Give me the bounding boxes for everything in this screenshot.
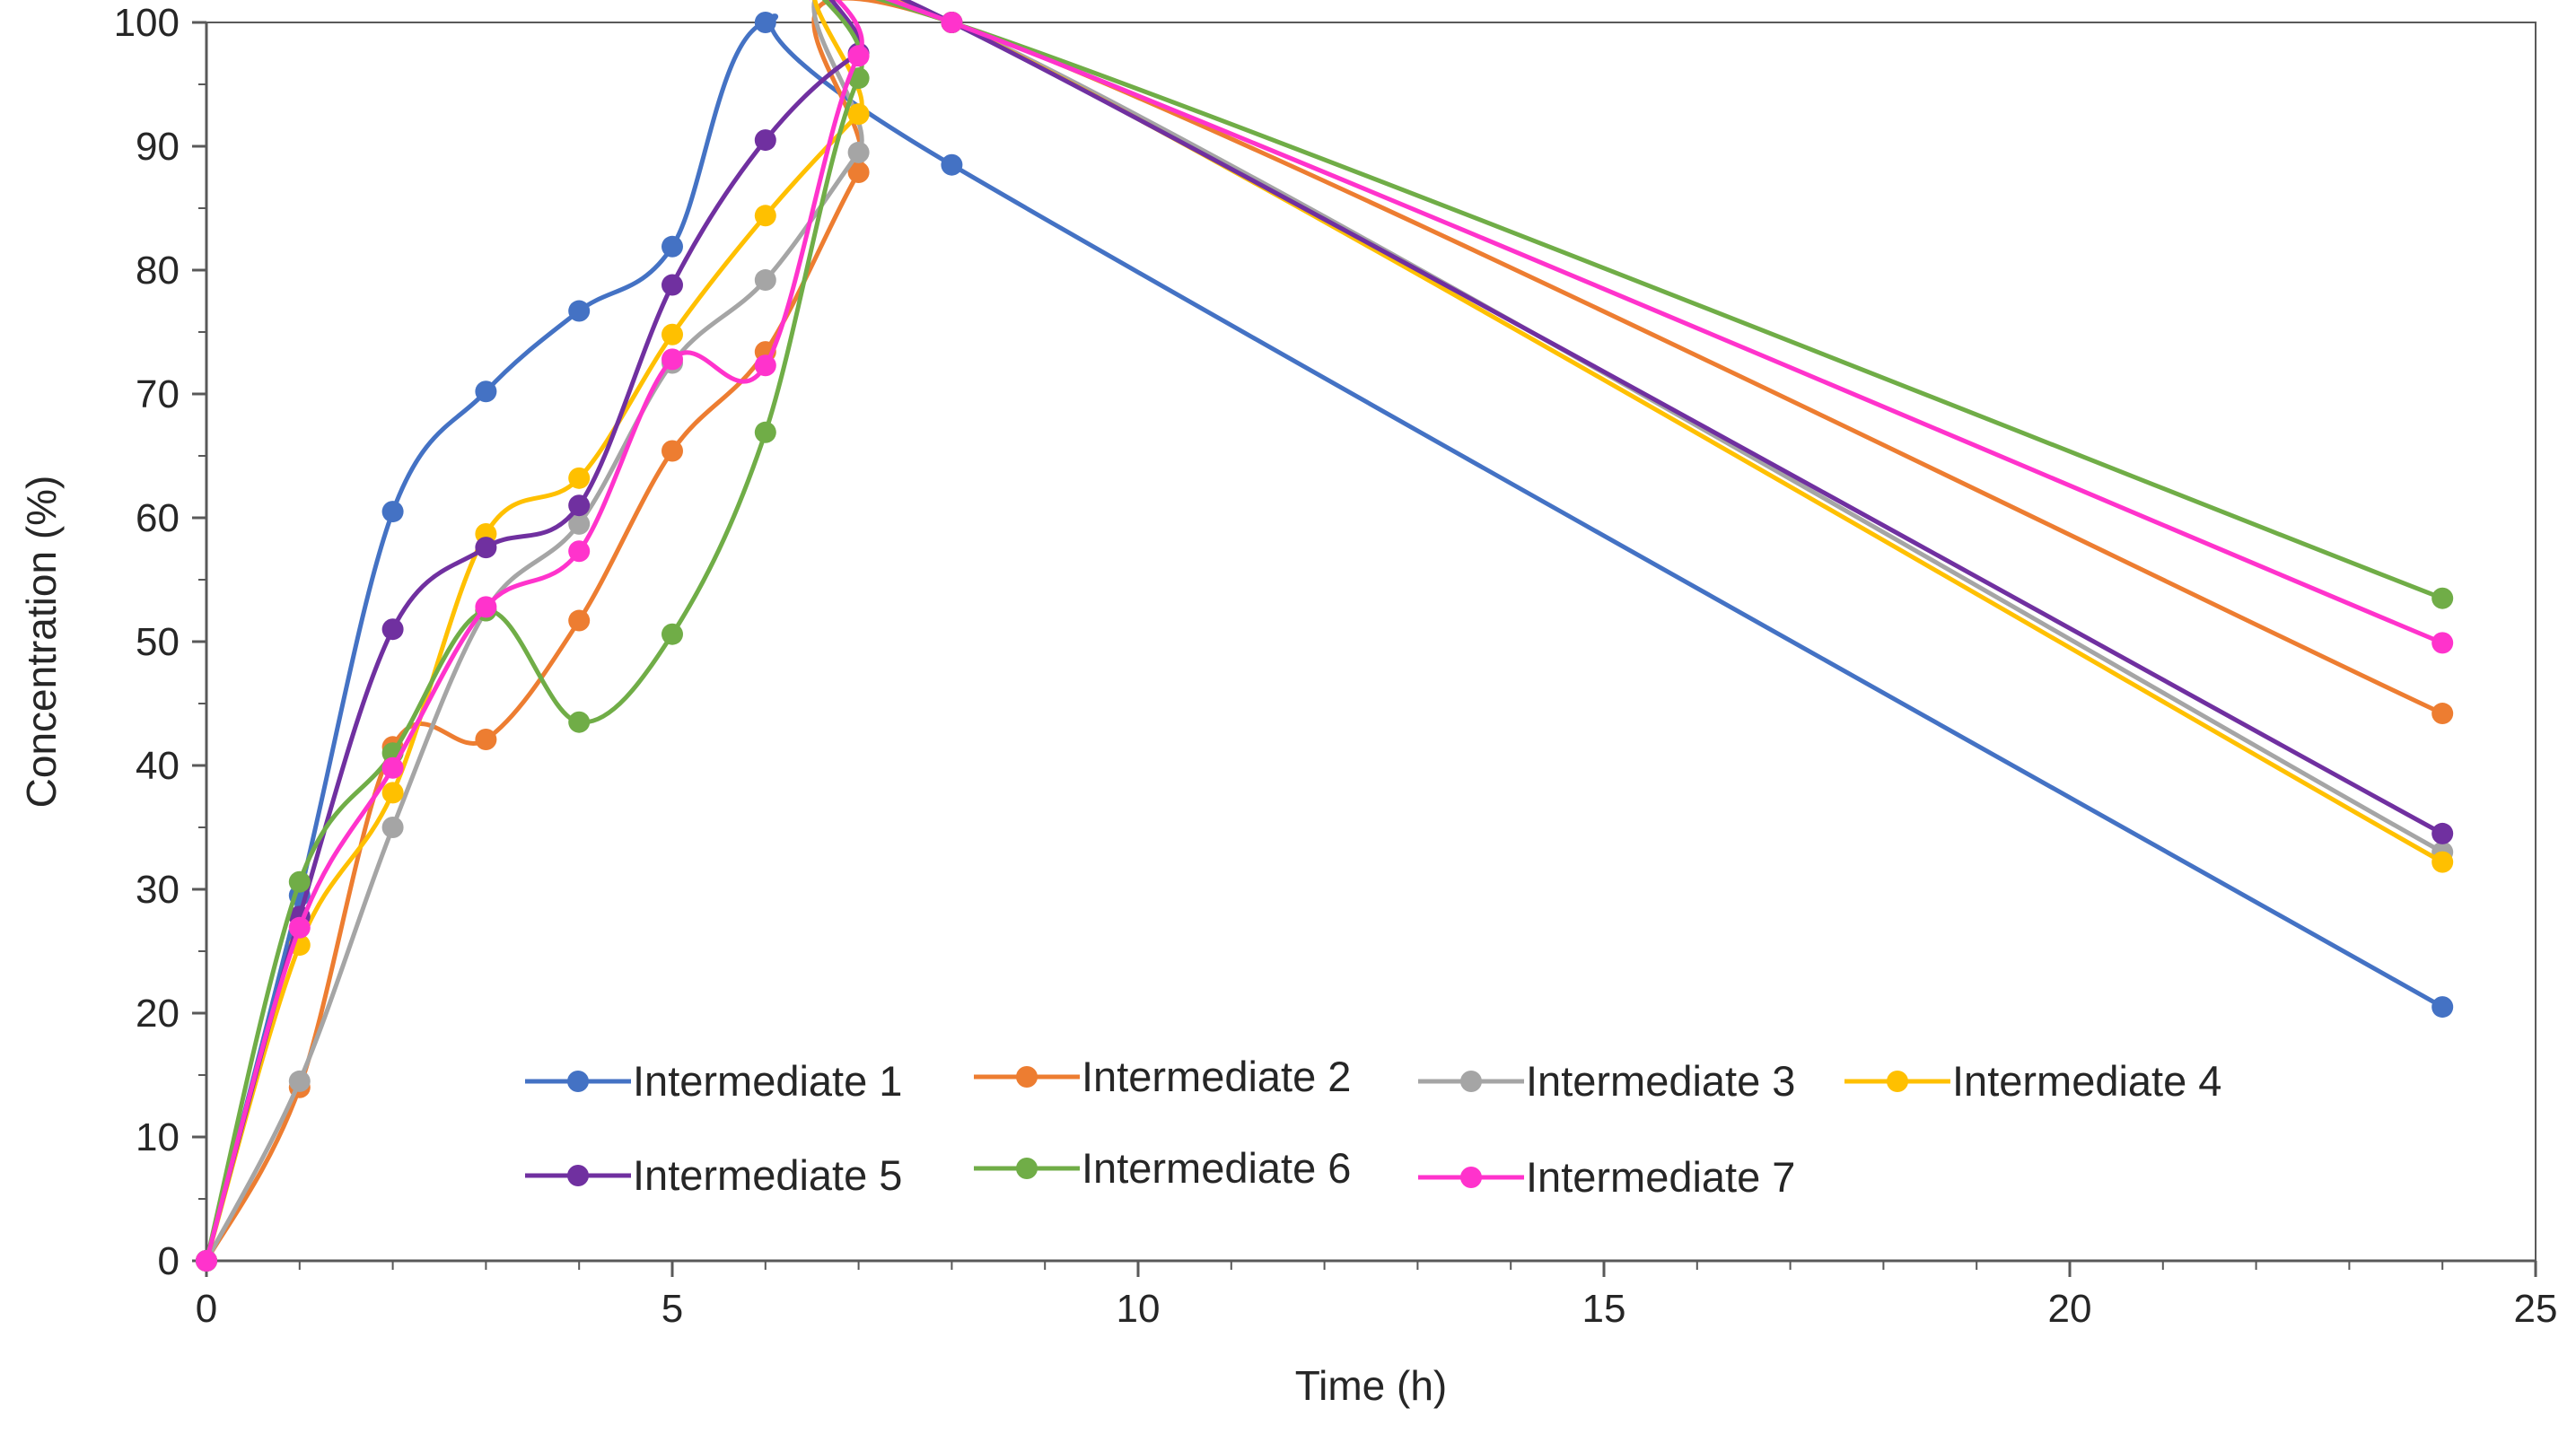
data-point	[288, 1070, 311, 1092]
legend-label: Intermediate 2	[1082, 1053, 1351, 1100]
data-point	[568, 609, 591, 632]
data-point	[381, 618, 404, 641]
y-tick-label: 50	[136, 620, 180, 664]
series-line	[204, 0, 2445, 1263]
legend-item: Intermediate 7	[1418, 1153, 1795, 1201]
legend-item: Intermediate 5	[525, 1151, 902, 1199]
legend-swatch-marker	[1016, 1066, 1038, 1088]
data-point	[662, 440, 683, 462]
x-tick-label: 25	[2514, 1287, 2558, 1331]
data-point	[2431, 851, 2454, 873]
legend-swatch-marker	[567, 1165, 589, 1186]
data-point	[754, 205, 776, 227]
data-point	[754, 421, 776, 443]
data-point	[2431, 996, 2454, 1019]
series-7	[196, 0, 2454, 1272]
legend-item: Intermediate 2	[974, 1053, 1351, 1100]
y-tick-label: 0	[158, 1239, 180, 1283]
legend-label: Intermediate 6	[1082, 1144, 1351, 1192]
data-point	[475, 537, 497, 559]
x-tick-label: 0	[196, 1287, 217, 1331]
y-tick-label: 60	[136, 496, 180, 540]
legend-swatch-marker	[1460, 1167, 1482, 1188]
legend-swatch-marker	[1016, 1158, 1038, 1179]
y-tick-label: 80	[136, 249, 180, 293]
y-tick-label: 70	[136, 372, 180, 416]
x-tick-label: 20	[2048, 1287, 2092, 1331]
data-point	[754, 129, 776, 152]
data-point	[662, 348, 683, 371]
data-point	[568, 467, 591, 489]
legend-item: Intermediate 6	[974, 1144, 1351, 1192]
y-tick-label: 10	[136, 1115, 180, 1159]
data-point	[941, 153, 963, 176]
data-point	[754, 269, 776, 292]
data-point	[568, 494, 591, 517]
data-point	[754, 354, 776, 377]
data-point	[475, 596, 497, 618]
data-point	[662, 274, 683, 296]
series-line	[204, 0, 2445, 1263]
legend: Intermediate 1 Intermediate 2 Intermediate…	[525, 1053, 2221, 1201]
data-point	[847, 103, 870, 126]
y-tick-label: 30	[136, 868, 180, 912]
data-point	[2431, 703, 2454, 725]
y-tick-label: 100	[114, 1, 180, 45]
data-point	[568, 512, 591, 535]
data-point	[568, 711, 591, 733]
data-point	[381, 756, 404, 779]
legend-label: Intermediate 3	[1526, 1057, 1795, 1105]
data-point	[847, 141, 870, 163]
x-tick-label: 15	[1582, 1287, 1626, 1331]
series-1	[196, 12, 2454, 1272]
legend-label: Intermediate 7	[1526, 1153, 1795, 1201]
data-point	[568, 300, 591, 322]
x-tick-label: 5	[662, 1287, 683, 1331]
y-tick-label: 20	[136, 992, 180, 1036]
data-point	[847, 45, 870, 67]
data-point	[941, 12, 963, 33]
x-axis-title: Time (h)	[1295, 1362, 1448, 1409]
data-point	[381, 782, 404, 804]
data-point	[196, 1250, 217, 1272]
y-tick-label: 90	[136, 125, 180, 169]
legend-item: Intermediate 4	[1844, 1057, 2221, 1105]
legend-label: Intermediate 5	[633, 1151, 902, 1199]
legend-swatch-marker	[1887, 1071, 1908, 1092]
legend-label: Intermediate 4	[1952, 1057, 2221, 1105]
legend-swatch-marker	[567, 1071, 589, 1092]
data-point	[754, 12, 776, 33]
series-line	[204, 0, 2445, 1263]
legend-swatch-marker	[1460, 1071, 1482, 1092]
data-point	[662, 323, 683, 345]
data-point	[381, 817, 404, 838]
series-group	[196, 0, 2454, 1272]
data-point	[2431, 587, 2454, 609]
data-point	[381, 501, 404, 523]
data-point	[475, 729, 497, 751]
series-line	[204, 0, 2445, 1263]
data-point	[288, 870, 311, 893]
data-point	[2431, 632, 2454, 654]
data-point	[662, 235, 683, 258]
data-point	[288, 916, 311, 939]
data-point	[847, 161, 870, 183]
y-axis-title: Concentration (%)	[18, 476, 65, 809]
x-tick-label: 10	[1117, 1287, 1161, 1331]
legend-label: Intermediate 1	[633, 1057, 902, 1105]
legend-item: Intermediate 1	[525, 1057, 902, 1105]
data-point	[475, 380, 497, 403]
y-tick-label: 40	[136, 744, 180, 788]
legend-item: Intermediate 3	[1418, 1057, 1795, 1105]
data-point	[662, 623, 683, 645]
axes: 0 10 20 30 40 50 60 70 80 90 100 0 5 10 15 20 25	[114, 1, 2558, 1331]
data-point	[568, 540, 591, 563]
data-point	[2431, 822, 2454, 844]
series-line	[204, 0, 2445, 1263]
